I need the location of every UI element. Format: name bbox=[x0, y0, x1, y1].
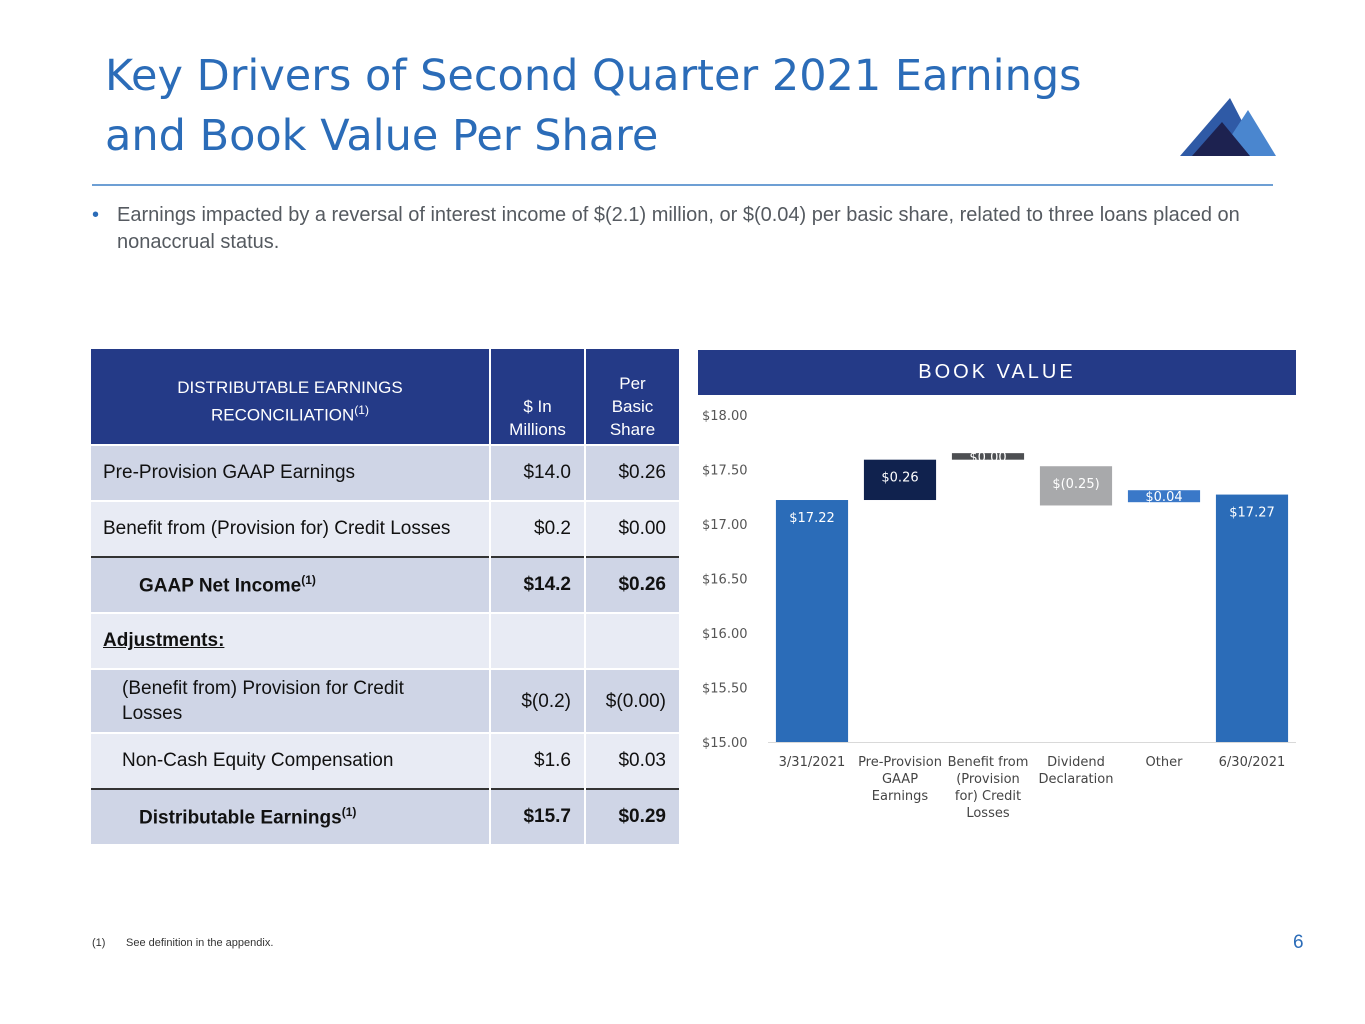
row-per-share: $0.26 bbox=[585, 556, 679, 613]
row-millions: $1.6 bbox=[490, 732, 586, 789]
row-per-share: $0.26 bbox=[585, 444, 679, 501]
bullet-dot-icon: • bbox=[92, 204, 100, 226]
row-label-text: Distributable Earnings bbox=[139, 807, 342, 829]
y-tick-label: $16.50 bbox=[702, 573, 748, 588]
category-label: GAAP bbox=[882, 772, 918, 787]
header-millions-line1: $ In bbox=[523, 397, 552, 416]
row-label: (Benefit from) Provision for Credit Loss… bbox=[91, 668, 491, 733]
bar-value-label: $(0.25) bbox=[1052, 477, 1099, 492]
distributable-earnings-table: DISTRIBUTABLE EARNINGS RECONCILIATION(1)… bbox=[91, 349, 679, 844]
row-millions bbox=[490, 612, 586, 669]
header-reconciliation: DISTRIBUTABLE EARNINGS RECONCILIATION(1) bbox=[91, 349, 491, 445]
row-label: Benefit from (Provision for) Credit Loss… bbox=[91, 500, 491, 557]
row-millions: $15.7 bbox=[490, 788, 586, 844]
header-reconciliation-line1: DISTRIBUTABLE EARNINGS bbox=[177, 377, 403, 397]
header-per-share: Per Basic Share bbox=[585, 349, 679, 445]
row-label: Pre-Provision GAAP Earnings bbox=[91, 444, 491, 501]
y-tick-label: $17.50 bbox=[702, 464, 748, 479]
footnote-ref: (1) bbox=[92, 937, 106, 949]
bar-1 bbox=[863, 459, 937, 501]
category-label: Other bbox=[1146, 755, 1184, 770]
category-label: (Provision bbox=[956, 772, 1020, 787]
bar-value-label: $0.26 bbox=[881, 471, 918, 486]
y-tick-label: $15.00 bbox=[702, 736, 748, 751]
title-line-1: Key Drivers of Second Quarter 2021 Earni… bbox=[105, 51, 1082, 101]
header-reconciliation-line2: RECONCILIATION bbox=[211, 405, 355, 425]
header-per-share-line2: Basic bbox=[611, 397, 654, 416]
bar-value-label: $17.27 bbox=[1229, 506, 1275, 521]
page-number: 6 bbox=[1293, 932, 1304, 953]
header-millions: $ In Millions bbox=[490, 349, 586, 445]
bar-5 bbox=[1215, 494, 1289, 742]
header-millions-line2: Millions bbox=[509, 420, 566, 439]
table-row: (Benefit from) Provision for Credit Loss… bbox=[91, 668, 679, 733]
page-title: Key Drivers of Second Quarter 2021 Earni… bbox=[105, 46, 1165, 166]
row-label: Adjustments: bbox=[91, 612, 491, 669]
category-label: Earnings bbox=[872, 789, 929, 804]
y-tick-label: $18.00 bbox=[702, 409, 748, 424]
bullet-point: • Earnings impacted by a reversal of int… bbox=[92, 202, 1262, 256]
footnote: (1) See definition in the appendix. bbox=[92, 937, 273, 949]
table-row: Non-Cash Equity Compensation $1.6 $0.03 bbox=[91, 732, 679, 789]
title-divider bbox=[92, 184, 1273, 186]
row-per-share bbox=[585, 612, 679, 669]
row-millions: $14.0 bbox=[490, 444, 586, 501]
header-footnote-ref: (1) bbox=[354, 402, 369, 417]
bar-value-label: $0.04 bbox=[1145, 490, 1182, 505]
bar-value-label: $17.22 bbox=[789, 511, 835, 526]
category-label: Declaration bbox=[1039, 772, 1114, 787]
category-label: for) Credit bbox=[955, 789, 1021, 804]
header-per-share-line3: Share bbox=[609, 420, 656, 439]
book-value-waterfall-chart: $18.00 $17.50 $17.00 $16.50 $16.00 $15.50 $15.… bbox=[702, 409, 1296, 821]
row-label-text: GAAP Net Income bbox=[139, 575, 302, 597]
row-footnote-ref: (1) bbox=[341, 804, 357, 819]
footnote-text: See definition in the appendix. bbox=[126, 937, 274, 949]
y-tick-label: $15.50 bbox=[702, 682, 748, 697]
row-label: GAAP Net Income(1) bbox=[91, 556, 491, 613]
category-label: Benefit from bbox=[948, 755, 1029, 770]
table-row-gaap-net-income: GAAP Net Income(1) $14.2 $0.26 bbox=[91, 556, 679, 613]
row-footnote-ref: (1) bbox=[301, 572, 316, 587]
y-tick-label: $16.00 bbox=[702, 627, 748, 642]
row-label: Distributable Earnings(1) bbox=[91, 788, 491, 844]
row-per-share: $(0.00) bbox=[585, 668, 679, 733]
table-row: Pre-Provision GAAP Earnings $14.0 $0.26 bbox=[91, 444, 679, 501]
bar-2 bbox=[951, 453, 1025, 460]
row-per-share: $0.03 bbox=[585, 732, 679, 789]
category-label: Pre-Provision bbox=[858, 755, 942, 770]
table-row-adjustments: Adjustments: bbox=[91, 612, 679, 669]
bullet-text: Earnings impacted by a reversal of inter… bbox=[117, 204, 1240, 253]
bar-0 bbox=[775, 500, 849, 742]
bar-3 bbox=[1039, 466, 1113, 506]
row-label: Non-Cash Equity Compensation bbox=[91, 732, 491, 789]
table-row-distributable-earnings: Distributable Earnings(1) $15.7 $0.29 bbox=[91, 788, 679, 844]
table-row: Benefit from (Provision for) Credit Loss… bbox=[91, 500, 679, 557]
row-millions: $14.2 bbox=[490, 556, 586, 613]
row-millions: $0.2 bbox=[490, 500, 586, 557]
bar-4 bbox=[1127, 490, 1201, 503]
bar-value-label: $0.00 bbox=[969, 450, 1006, 465]
title-line-2: and Book Value Per Share bbox=[105, 111, 659, 161]
y-tick-label: $17.00 bbox=[702, 518, 748, 533]
category-label: 6/30/2021 bbox=[1219, 755, 1286, 770]
row-per-share: $0.00 bbox=[585, 500, 679, 557]
category-label: Dividend bbox=[1047, 755, 1105, 770]
header-per-share-line1: Per bbox=[619, 374, 646, 393]
book-value-chart-header: BOOK VALUE bbox=[698, 350, 1296, 395]
category-label: Losses bbox=[966, 806, 1010, 821]
mountain-logo-icon bbox=[1180, 98, 1276, 156]
category-label: 3/31/2021 bbox=[779, 755, 846, 770]
row-per-share: $0.29 bbox=[585, 788, 679, 844]
row-millions: $(0.2) bbox=[490, 668, 586, 733]
table-header-row: DISTRIBUTABLE EARNINGS RECONCILIATION(1)… bbox=[91, 349, 679, 445]
